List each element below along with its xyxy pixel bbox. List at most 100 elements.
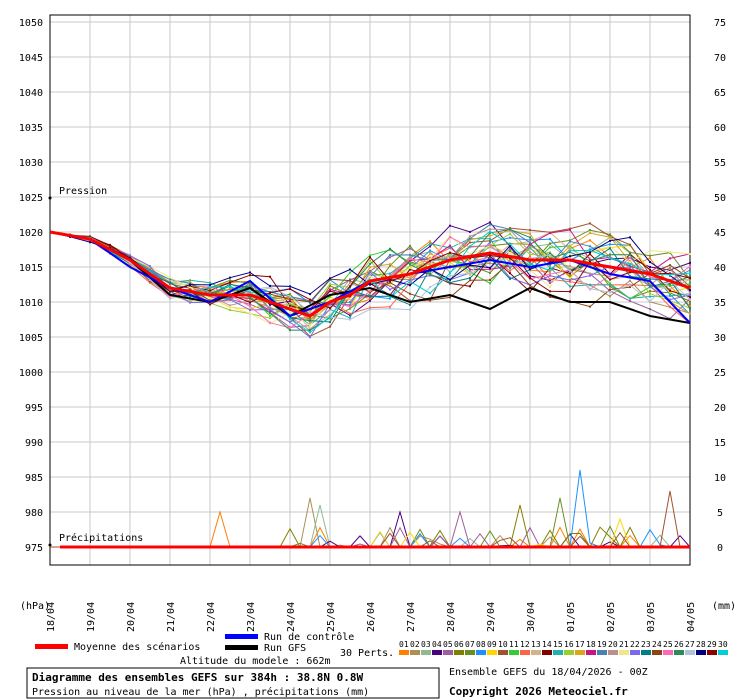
perturbation-point xyxy=(429,242,431,245)
perturbation-point xyxy=(609,295,611,298)
precip-tick-label: 50 xyxy=(714,193,726,204)
perturbation-point xyxy=(409,247,411,250)
perturbation-point xyxy=(469,272,471,275)
perturbation-point xyxy=(669,293,671,296)
perturbation-point xyxy=(629,256,631,259)
pert-number: 15 xyxy=(553,640,563,649)
perturbation-point xyxy=(589,274,591,277)
pressure-tick-label: 1035 xyxy=(19,123,43,134)
pert-swatch xyxy=(630,650,640,655)
perturbation-point xyxy=(589,239,591,242)
perturbation-point xyxy=(169,297,171,300)
perturbation-point xyxy=(149,280,151,283)
perturbation-point xyxy=(489,254,491,257)
pert-swatch xyxy=(498,650,508,655)
perturbation-point xyxy=(609,282,611,285)
perturbation-point xyxy=(329,321,331,323)
perturbation-point xyxy=(289,326,291,329)
perturbation-point xyxy=(549,253,551,256)
perturbation-point xyxy=(509,232,511,235)
perturbation-point xyxy=(349,301,351,304)
pressure-tick-label: 1045 xyxy=(19,53,43,64)
date-tick-label: 18/04 xyxy=(46,602,57,632)
perturbation-point xyxy=(369,297,371,300)
perturbation-point xyxy=(629,243,631,246)
perturbation-point xyxy=(209,303,211,306)
footer-title: Diagramme des ensembles GEFS sur 384h : … xyxy=(32,671,364,684)
perturbation-point xyxy=(529,264,531,267)
pert-swatch xyxy=(432,650,442,655)
perturbation-point xyxy=(569,249,571,252)
perturbation-point xyxy=(169,282,171,285)
pert-number: 29 xyxy=(707,640,717,649)
perturbation-point xyxy=(649,300,651,303)
pert-number: 21 xyxy=(619,640,629,649)
date-tick-label: 29/04 xyxy=(486,602,497,632)
perturbation-point xyxy=(629,261,631,264)
perturbation-point xyxy=(549,252,551,255)
precip-tick-label: 10 xyxy=(714,473,726,484)
perturbation-point xyxy=(469,253,471,256)
perturbation-point xyxy=(289,288,291,290)
perturbation-point xyxy=(489,223,491,226)
perturbation-point xyxy=(369,308,371,311)
perturbation-point xyxy=(669,305,671,308)
perturbation-point xyxy=(429,292,431,295)
perturbation-point xyxy=(389,254,391,256)
perturbation-point xyxy=(409,259,411,262)
perturbation-point xyxy=(429,240,431,243)
perturbation-point xyxy=(689,322,691,325)
perturbation-point xyxy=(489,279,491,281)
perturbation-point xyxy=(529,253,531,256)
precip-tick-label: 25 xyxy=(714,368,726,379)
perturbation-point xyxy=(649,261,651,263)
date-axis-ticks: 18/04 19/04 20/04 21/04 22/04 23/04 24/04 25/04… xyxy=(46,602,697,632)
perturbation-point xyxy=(669,264,671,267)
perturbation-point xyxy=(369,266,371,269)
perturbation-point xyxy=(409,299,411,302)
perturbation-point xyxy=(189,279,191,282)
perturbation-point xyxy=(589,260,591,263)
perturbation-point xyxy=(269,291,271,294)
pert-number: 16 xyxy=(564,640,574,649)
perturbation-point xyxy=(229,276,231,279)
perturbation-point xyxy=(309,317,311,320)
perturbation-point xyxy=(409,253,411,256)
perturbation-point xyxy=(409,284,411,287)
pert-swatch xyxy=(520,650,530,655)
pert-swatch xyxy=(685,650,695,655)
perturbation-point xyxy=(449,281,451,284)
perturbation-point xyxy=(229,287,231,290)
perturbation-point xyxy=(509,272,511,275)
perturbation-point xyxy=(449,251,451,254)
perturbation-point xyxy=(689,305,691,307)
perturbation-point xyxy=(349,318,351,321)
pert-number: 07 xyxy=(465,640,475,649)
perturbation-point xyxy=(549,257,551,260)
perturbation-point xyxy=(529,257,531,260)
date-tick-label: 22/04 xyxy=(206,602,217,632)
perturbation-point xyxy=(349,297,351,300)
perturbation-point xyxy=(409,277,411,280)
perturbation-point xyxy=(649,292,651,295)
perturbation-point xyxy=(529,268,531,271)
perturbation-point xyxy=(369,254,371,257)
perturbation-point xyxy=(229,304,231,307)
perturbation-point xyxy=(369,256,371,259)
perturbation-point xyxy=(529,284,531,287)
perturbation-point xyxy=(89,235,91,238)
pressure-tick-label: 990 xyxy=(25,438,43,449)
control-legend-label: Run de contrôle xyxy=(264,631,354,643)
perturbation-point xyxy=(109,244,111,247)
precip-tick-label: 0 xyxy=(717,543,723,554)
perturbation-point xyxy=(609,291,611,294)
pression-label: Pression xyxy=(59,186,107,197)
date-tick-label: 02/05 xyxy=(606,602,617,632)
perturbation-point xyxy=(149,278,151,281)
perturbation-point xyxy=(309,310,311,313)
perturbation-point xyxy=(609,236,611,239)
perturbation-point xyxy=(489,230,491,233)
perturbation-point xyxy=(309,300,311,303)
perturbation-point xyxy=(609,275,611,278)
perturbation-point xyxy=(409,256,411,259)
